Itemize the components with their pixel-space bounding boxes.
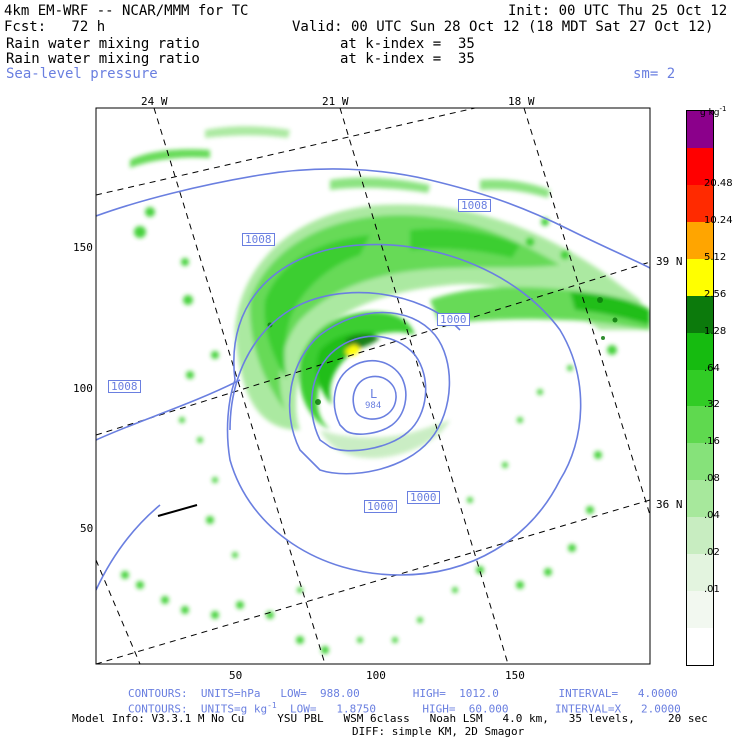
field1-name: Rain water mixing ratio	[6, 36, 200, 52]
colorbar-tick-label: .32	[704, 399, 720, 411]
rain-mixing-ratio-field	[121, 126, 650, 654]
colorbar-tick-label: .01	[704, 584, 720, 596]
isobar-label: 1008	[458, 199, 491, 212]
colorbar-units: g kg-1	[700, 105, 727, 118]
colorbar-segment	[687, 480, 713, 518]
colorbar-tick-label: 2.56	[704, 288, 727, 300]
colorbar-tick-label: .16	[704, 436, 720, 448]
lat-label: 36 N	[656, 498, 683, 511]
y-tick-label: 150	[73, 241, 93, 254]
field2-level: at k-index = 35	[340, 51, 475, 67]
colorbar-segment	[687, 443, 713, 481]
colorbar-segment	[687, 184, 713, 222]
lat-label: 39 N	[656, 255, 683, 268]
model-title: 4km EM-WRF -- NCAR/MMM for TC	[4, 3, 249, 19]
slp-contour-info: CONTOURS: UNITS=hPa LOW= 988.00 HIGH= 10…	[128, 687, 678, 700]
valid-time: Valid: 00 UTC Sun 28 Oct 12 (18 MDT Sat …	[292, 19, 714, 35]
colorbar-segment	[687, 406, 713, 444]
init-time: Init: 00 UTC Thu 25 Oct 12	[508, 3, 728, 19]
low-center-symbol: L	[370, 387, 378, 401]
isobar-label: 1000	[437, 313, 470, 326]
slp-contours	[96, 168, 650, 591]
x-tick-label: 50	[229, 669, 243, 682]
model-info: Model Info: V3.3.1 M No Cu YSU PBL WSM 6…	[72, 712, 708, 725]
colorbar-tick-label: 20.48	[704, 177, 733, 189]
field2-name: Rain water mixing ratio	[6, 51, 200, 67]
forecast-hour: Fcst: 72 h	[4, 19, 106, 35]
field3-name: Sea-level pressure	[6, 66, 158, 82]
isobar-label: 1000	[364, 500, 397, 513]
colorbar-segment	[687, 591, 713, 629]
colorbar-tick-label: .02	[704, 547, 720, 559]
colorbar-segment	[687, 332, 713, 370]
diff-info: DIFF: simple KM, 2D Smagor	[352, 725, 525, 738]
colorbar-segment	[687, 295, 713, 333]
colorbar-box	[686, 110, 714, 666]
lon-label: 18 W	[508, 95, 535, 108]
y-tick-label: 50	[80, 522, 94, 535]
colorbar-tick-label: .64	[704, 362, 720, 374]
isobar-label: 1008	[242, 233, 275, 246]
colorbar-segment	[687, 517, 713, 555]
colorbar-segment	[687, 554, 713, 592]
y-tick-label: 100	[73, 382, 93, 395]
isobar-label: 1008	[108, 380, 141, 393]
colorbar-segment	[687, 369, 713, 407]
colorbar-segment	[687, 147, 713, 185]
low-center-value: 984	[365, 401, 382, 411]
rain-contour-info: CONTOURS: UNITS=g kg-1 LOW= 1.8750 HIGH=…	[128, 701, 681, 716]
colorbar-segment	[687, 628, 713, 665]
colorbar-tick-label: 1.28	[704, 325, 727, 337]
lon-label: 21 W	[322, 95, 349, 108]
colorbar-tick-label: .08	[704, 473, 720, 485]
colorbar-segment	[687, 111, 713, 148]
map-frame	[95, 107, 651, 665]
colorbar-tick-label: .04	[704, 510, 720, 522]
colorbar-segment	[687, 221, 713, 259]
x-tick-label: 100	[366, 669, 386, 682]
wind-vector	[157, 504, 198, 517]
lat-lon-grid	[96, 108, 650, 664]
colorbar-tick-label: 5.12	[704, 251, 727, 263]
colorbar-tick-label: 10.24	[704, 214, 733, 226]
field1-level: at k-index = 35	[340, 36, 475, 52]
smoothing-label: sm= 2	[633, 66, 676, 82]
colorbar-segment	[687, 258, 713, 296]
x-tick-label: 150	[505, 669, 525, 682]
lon-label: 24 W	[141, 95, 168, 108]
isobar-label: 1000	[407, 491, 440, 504]
